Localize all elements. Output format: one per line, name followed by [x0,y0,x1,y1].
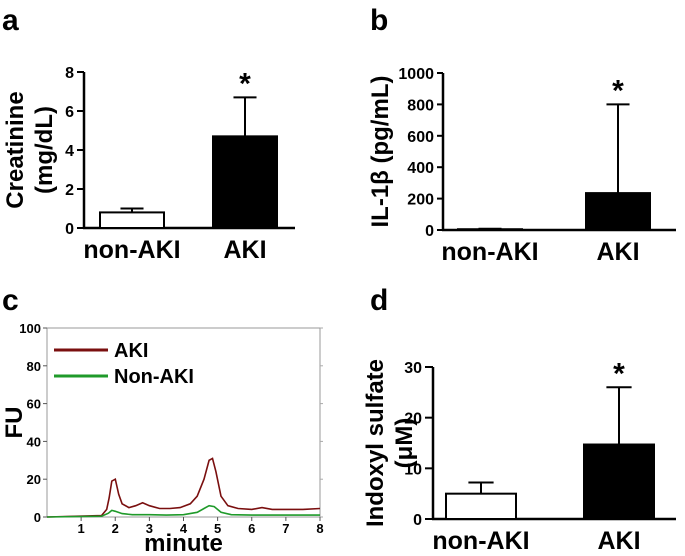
y-tick-label-d: 0 [413,512,422,529]
series-line-AKI [46,457,321,518]
y-tick-label-c: 80 [27,359,41,374]
y-tick-label-a: 8 [65,65,74,82]
series-line-Non-AKI [46,504,320,518]
x-tick-label-c: 6 [248,521,255,536]
panel-label-b: b [370,4,388,37]
y-tick-label-c: 40 [27,434,41,449]
bar-d-non-AKI [445,492,517,520]
legend-label-Non-AKI: Non-AKI [114,366,194,388]
y-axis-label-d: Indoxyl sulfate [362,359,389,527]
x-tick-label-c: 3 [146,521,153,536]
x-tick-label-c: 7 [282,521,289,536]
y-tick-label-a: 0 [65,221,74,238]
y-axis-label-c: FU [1,407,28,439]
panel-label-d: d [370,284,388,317]
category-label-b: non-AKI [441,238,538,266]
y-tick-label-b: 200 [407,192,434,209]
x-tick-label-c: 4 [180,521,188,536]
panel-label-c: c [2,284,19,317]
y-tick-label-c: 20 [27,472,41,487]
y-tick-label-a: 4 [65,143,74,160]
panel-label-a: a [2,4,19,37]
y-axis-label-d: (μM) [391,418,418,469]
bar-a-non-AKI [99,211,165,229]
x-axis-label-c: minute [144,530,223,556]
y-tick-label-b: 600 [407,129,434,146]
y-tick-label-d: 10 [404,461,422,478]
y-tick-label-b: 1000 [398,66,434,83]
significance-star-a: * [239,67,251,100]
category-label-a: non-AKI [83,236,180,264]
significance-star-d: * [613,357,625,390]
category-label-d: AKI [597,527,640,555]
y-tick-label-b: 0 [425,223,434,240]
category-label-d: non-AKI [432,527,529,555]
y-tick-label-b: 400 [407,160,434,177]
x-tick-label-c: 5 [214,521,221,536]
y-tick-label-c: 100 [19,321,41,336]
y-axis-label-a: (mg/dL) [31,106,58,194]
plot-frame-c [46,327,321,518]
legend-label-AKI: AKI [114,340,148,362]
x-tick-label-c: 1 [78,521,85,536]
x-tick-label-c: 2 [112,521,119,536]
y-tick-label-a: 2 [65,182,74,199]
significance-star-b: * [612,74,624,107]
y-tick-label-d: 20 [404,411,422,428]
y-tick-label-c: 0 [34,510,41,525]
y-tick-label-a: 6 [65,104,74,121]
y-tick-label-d: 30 [404,360,422,377]
y-axis-label-b: IL-1β (pg/mL) [367,76,394,228]
category-label-a: AKI [223,236,266,264]
category-label-b: AKI [596,238,639,266]
y-axis-label-a: Creatinine [2,91,29,208]
bar-b-AKI [585,192,651,231]
x-tick-label-c: 8 [316,521,323,536]
y-tick-label-b: 800 [407,97,434,114]
y-tick-label-c: 60 [27,397,41,412]
bar-a-AKI [212,135,278,230]
bar-d-AKI [583,443,655,520]
